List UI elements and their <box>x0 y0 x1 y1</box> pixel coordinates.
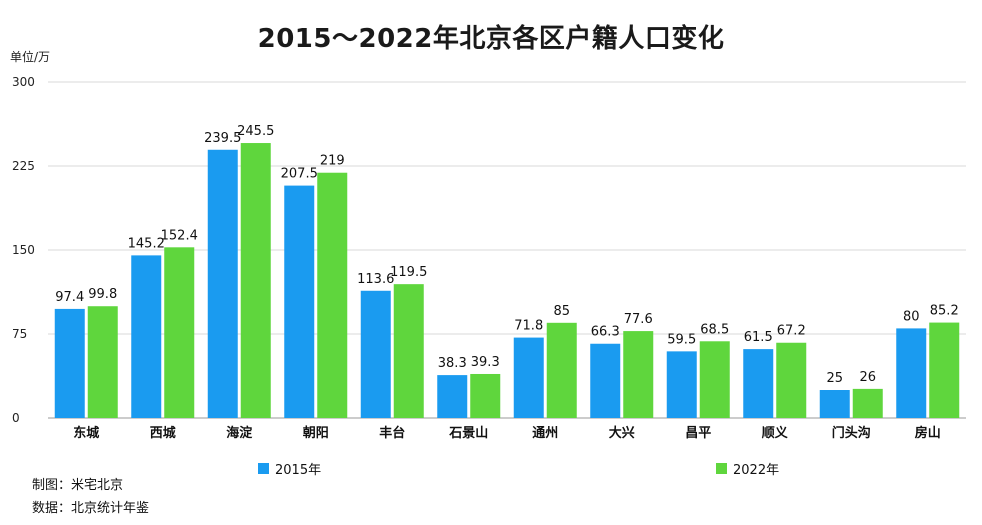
legend-label-2015: 2015年 <box>275 463 322 478</box>
legend-swatch-2015 <box>258 463 269 474</box>
x-tick-label: 东城 <box>73 425 99 441</box>
data-label: 71.8 <box>514 319 543 334</box>
bar-2022[interactable] <box>776 342 807 418</box>
bar-2015[interactable] <box>284 185 315 418</box>
data-label: 68.5 <box>700 322 729 337</box>
grid-layer: 0 75 150 225 300 <box>12 75 966 425</box>
data-label: 119.5 <box>390 265 427 280</box>
data-label: 38.3 <box>438 356 467 371</box>
data-label: 239.5 <box>204 131 241 146</box>
data-label: 59.5 <box>667 332 696 347</box>
x-tick-label: 海淀 <box>226 425 253 441</box>
data-label: 26 <box>859 370 876 385</box>
bar-2015[interactable] <box>743 349 774 418</box>
x-tick-label: 顺义 <box>762 425 789 441</box>
bar-2022[interactable] <box>623 331 654 418</box>
x-tick-label: 丰台 <box>379 425 405 441</box>
x-tick-label: 房山 <box>915 425 941 441</box>
data-label: 66.3 <box>591 325 620 340</box>
data-label: 245.5 <box>237 124 274 139</box>
bar-2015[interactable] <box>896 328 927 418</box>
x-tick-label: 昌平 <box>685 426 711 441</box>
bar-2022[interactable] <box>240 143 271 419</box>
data-label: 25 <box>826 371 843 386</box>
credit-source: 数据：北京统计年鉴 <box>32 501 150 516</box>
bars-layer <box>54 143 960 419</box>
credit-made-by: 制图：米宅北京 <box>32 478 124 493</box>
data-label: 85.2 <box>930 304 959 319</box>
data-label: 77.6 <box>624 312 653 327</box>
bar-2022[interactable] <box>393 284 424 418</box>
bar-2022[interactable] <box>317 172 348 418</box>
data-label: 113.6 <box>357 272 394 287</box>
bar-2022[interactable] <box>852 388 883 418</box>
data-label: 80 <box>903 309 920 324</box>
y-tick-label: 150 <box>12 243 35 257</box>
x-tick-label: 大兴 <box>609 425 635 441</box>
legend-swatch-2022 <box>716 463 727 474</box>
bar-2022[interactable] <box>699 341 730 418</box>
y-tick-label: 75 <box>12 327 27 341</box>
data-label: 152.4 <box>161 228 198 243</box>
chart-title: 2015～2022年北京各区户籍人口变化 <box>257 24 725 54</box>
data-label: 85 <box>553 304 570 319</box>
bar-2015[interactable] <box>819 390 850 418</box>
data-label: 207.5 <box>281 167 318 182</box>
data-label: 67.2 <box>777 324 806 339</box>
bar-2015[interactable] <box>666 351 697 418</box>
data-label: 219 <box>320 154 345 169</box>
y-axis-unit-label: 单位/万 <box>10 50 51 64</box>
data-label: 39.3 <box>471 355 500 370</box>
x-tick-label: 通州 <box>532 425 558 441</box>
bar-2015[interactable] <box>437 375 468 418</box>
x-tick-label: 西城 <box>150 425 176 441</box>
data-label: 99.8 <box>88 287 117 302</box>
legend-item-2022[interactable]: 2022年 <box>716 459 779 478</box>
bar-2022[interactable] <box>470 373 501 418</box>
data-label: 145.2 <box>128 236 165 251</box>
bar-2015[interactable] <box>513 337 544 418</box>
x-tick-label: 朝阳 <box>303 425 329 441</box>
bar-2015[interactable] <box>360 290 391 418</box>
bar-2022[interactable] <box>87 306 118 418</box>
bar-2015[interactable] <box>590 343 621 418</box>
bar-2022[interactable] <box>929 322 960 418</box>
data-label: 61.5 <box>744 330 773 345</box>
x-tick-labels-layer: 东城 西城 海淀 朝阳 丰台 石景山 通州 大兴 昌平 顺义 门头沟 房山 <box>73 425 941 441</box>
x-tick-label: 石景山 <box>448 425 488 441</box>
bar-2015[interactable] <box>54 308 85 418</box>
bar-2022[interactable] <box>164 247 195 418</box>
y-tick-label: 0 <box>12 411 20 425</box>
bar-2015[interactable] <box>207 149 238 418</box>
x-tick-label: 门头沟 <box>832 425 871 441</box>
y-tick-label: 300 <box>12 75 35 89</box>
legend-label-2022: 2022年 <box>733 463 780 478</box>
bar-2022[interactable] <box>546 322 577 418</box>
data-label: 97.4 <box>55 290 84 305</box>
legend-item-2015[interactable]: 2015年 <box>258 459 321 478</box>
y-tick-label: 225 <box>12 159 35 173</box>
bar-2015[interactable] <box>131 255 162 418</box>
